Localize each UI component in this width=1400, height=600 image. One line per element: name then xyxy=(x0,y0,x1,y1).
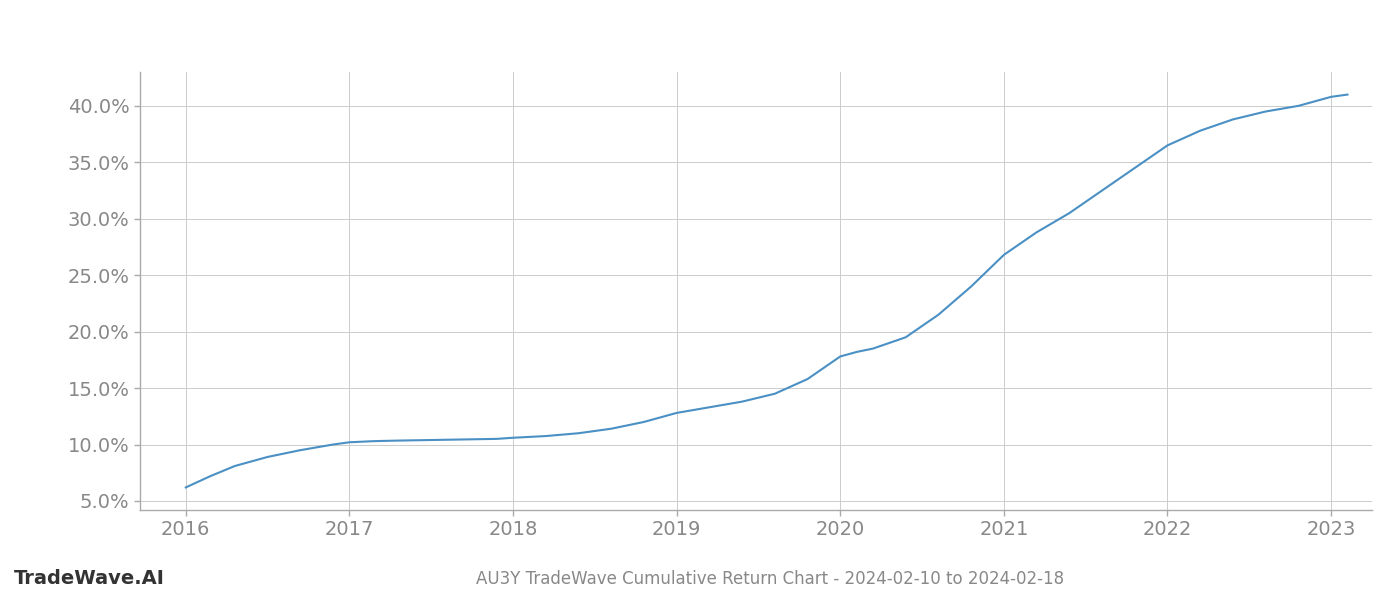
Text: AU3Y TradeWave Cumulative Return Chart - 2024-02-10 to 2024-02-18: AU3Y TradeWave Cumulative Return Chart -… xyxy=(476,570,1064,588)
Text: TradeWave.AI: TradeWave.AI xyxy=(14,569,165,588)
